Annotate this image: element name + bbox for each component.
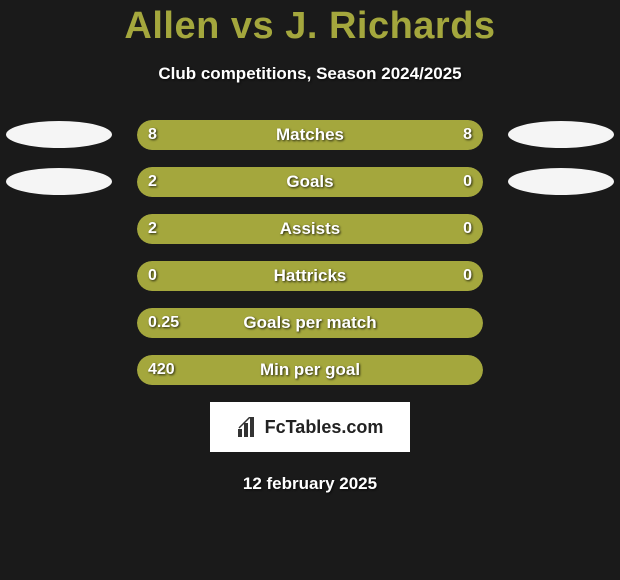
stat-label: Goals per match	[137, 308, 483, 338]
branding-text: FcTables.com	[265, 417, 384, 438]
stats-chart: 88Matches 20Goals 20Assists 00Hattricks 0.25…	[0, 120, 620, 385]
page-title: Allen vs J. Richards	[0, 5, 620, 48]
stat-row: 420Min per goal	[0, 355, 620, 385]
stat-label: Matches	[137, 120, 483, 150]
branding-logo[interactable]: FcTables.com	[210, 402, 410, 452]
stat-label: Min per goal	[137, 355, 483, 385]
chart-bars-icon	[237, 417, 259, 437]
player-oval-left	[6, 121, 112, 148]
stat-row: 00Hattricks	[0, 261, 620, 291]
comparison-card: Allen vs J. Richards Club competitions, …	[0, 0, 620, 580]
player-oval-right	[508, 168, 614, 195]
player-oval-right	[508, 121, 614, 148]
player-oval-left	[6, 168, 112, 195]
stat-row: 20Goals	[0, 167, 620, 197]
stat-row: 20Assists	[0, 214, 620, 244]
stat-label: Assists	[137, 214, 483, 244]
stat-row: 88Matches	[0, 120, 620, 150]
page-subtitle: Club competitions, Season 2024/2025	[0, 64, 620, 84]
stat-row: 0.25Goals per match	[0, 308, 620, 338]
stat-label: Hattricks	[137, 261, 483, 291]
stat-label: Goals	[137, 167, 483, 197]
footer-date: 12 february 2025	[0, 474, 620, 494]
